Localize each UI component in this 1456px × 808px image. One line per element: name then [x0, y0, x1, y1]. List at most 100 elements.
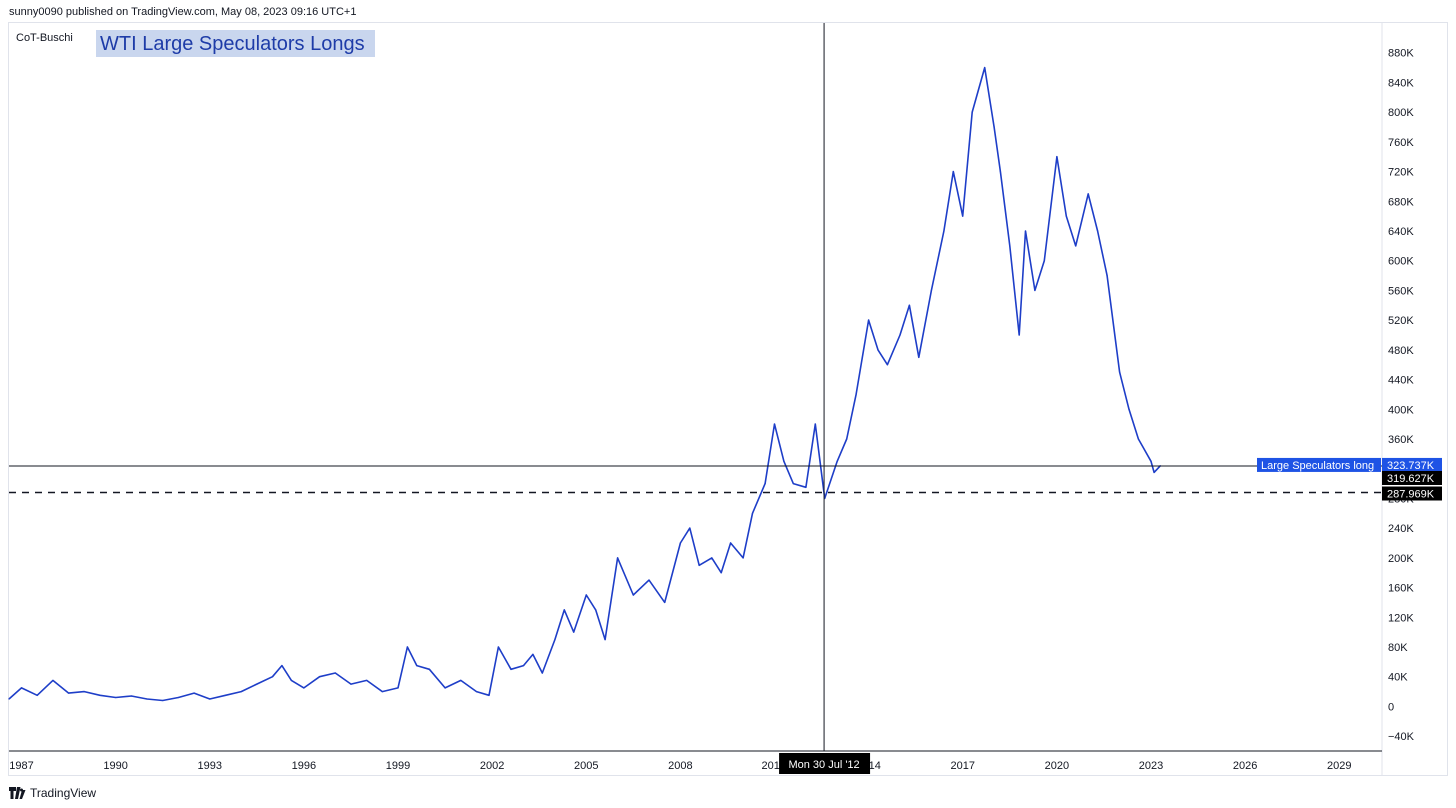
data-point [792, 482, 794, 485]
data-point [855, 393, 857, 396]
data-point [1043, 260, 1045, 262]
y-tick-label: 0 [1388, 701, 1394, 713]
y-tick-label: 880K [1388, 48, 1414, 60]
data-point [1153, 471, 1155, 474]
data-point [886, 364, 889, 366]
data-point [281, 664, 283, 667]
data-point [193, 692, 195, 694]
dashed-line-value-label: 287.969K [1387, 489, 1435, 501]
data-point [256, 683, 258, 685]
tradingview-footer[interactable]: TradingView [9, 786, 96, 800]
x-tick-label: 2029 [1327, 760, 1351, 772]
data-point [428, 668, 430, 670]
y-tick-label: 520K [1388, 315, 1414, 327]
data-point [271, 676, 274, 678]
data-point [115, 696, 117, 699]
series-name-label: Large Speculators long [1261, 460, 1374, 472]
y-tick-label: 120K [1388, 612, 1414, 624]
data-point [290, 679, 292, 682]
data-point [522, 664, 525, 667]
data-point [1065, 215, 1067, 217]
series-name-tag [1257, 457, 1381, 472]
data-point [1024, 230, 1027, 232]
x-tick-label: 2020 [1045, 760, 1069, 772]
y-tick-label: 400K [1388, 404, 1414, 416]
x-tick-label: 2005 [574, 760, 598, 772]
data-point [224, 694, 227, 696]
y-tick-label: 800K [1388, 107, 1414, 119]
data-point [406, 646, 409, 648]
y-tick-label: 760K [1388, 137, 1414, 149]
data-point [751, 512, 754, 514]
data-point [930, 289, 932, 292]
data-point [146, 698, 148, 700]
data-point [595, 609, 597, 611]
series-value-label: 323.737K [1387, 460, 1435, 472]
data-point [846, 438, 848, 440]
tradingview-brand: TradingView [30, 786, 97, 800]
chart-title: WTI Large Speculators Longs [96, 30, 375, 57]
data-point [240, 690, 242, 693]
data-point [711, 557, 713, 559]
data-point [162, 699, 164, 702]
indicator-name: CoT-Buschi [16, 32, 73, 44]
data-point [664, 601, 666, 604]
y-tick-label: −40K [1388, 731, 1415, 743]
x-tick-label: 1987 [9, 760, 33, 772]
data-point [984, 66, 986, 69]
crosshair-price-label: 319.627K [1387, 473, 1435, 485]
data-point [971, 111, 973, 113]
data-point [366, 679, 368, 682]
data-point [52, 679, 54, 682]
x-tick-label: 1999 [386, 760, 410, 772]
data-point [742, 557, 744, 559]
data-point [805, 486, 807, 488]
x-tick-label: 2026 [1233, 760, 1257, 772]
y-tick-label: 640K [1388, 226, 1414, 238]
data-point [1009, 245, 1011, 247]
crosshair-date-tag [779, 753, 871, 774]
data-point [488, 694, 490, 696]
crosshair-date-label: Mon 30 Jul '12 [788, 759, 859, 771]
chart-frame[interactable] [8, 22, 1448, 776]
data-point [209, 698, 211, 700]
data-point [617, 557, 619, 559]
crosshair-price-tag [1382, 470, 1442, 485]
data-point [303, 687, 305, 689]
y-tick-label: 720K [1388, 167, 1414, 179]
data-point [532, 653, 534, 656]
data-point [444, 687, 446, 689]
data-point [689, 527, 691, 529]
data-point [783, 460, 785, 462]
data-point [1128, 408, 1130, 410]
data-point [83, 690, 85, 693]
data-point [177, 696, 180, 699]
data-point [1119, 371, 1121, 373]
data-point [899, 334, 901, 336]
data-point [836, 460, 838, 462]
data-point [475, 690, 478, 693]
series-value-tag [1382, 457, 1442, 472]
x-tick-label: 1996 [292, 760, 316, 772]
data-point [497, 646, 500, 648]
data-point [999, 170, 1001, 173]
data-point [1097, 230, 1099, 232]
data-point [1106, 274, 1108, 277]
y-tick-label: 600K [1388, 256, 1414, 268]
data-point [877, 349, 879, 351]
data-point [541, 672, 543, 674]
y-tick-label: 680K [1388, 196, 1414, 208]
y-tick-label: 560K [1388, 285, 1414, 297]
y-tick-label: 160K [1388, 583, 1414, 595]
x-tick-label: 2008 [668, 760, 692, 772]
data-point [1018, 334, 1020, 336]
data-point [814, 423, 816, 425]
data-point [318, 676, 321, 678]
dashed-line-value-tag [1382, 486, 1442, 501]
data-point [573, 631, 575, 633]
data-point [908, 304, 911, 306]
data-point [416, 664, 418, 667]
data-point [918, 356, 920, 358]
series-line-large-speculators-long [8, 66, 1161, 702]
